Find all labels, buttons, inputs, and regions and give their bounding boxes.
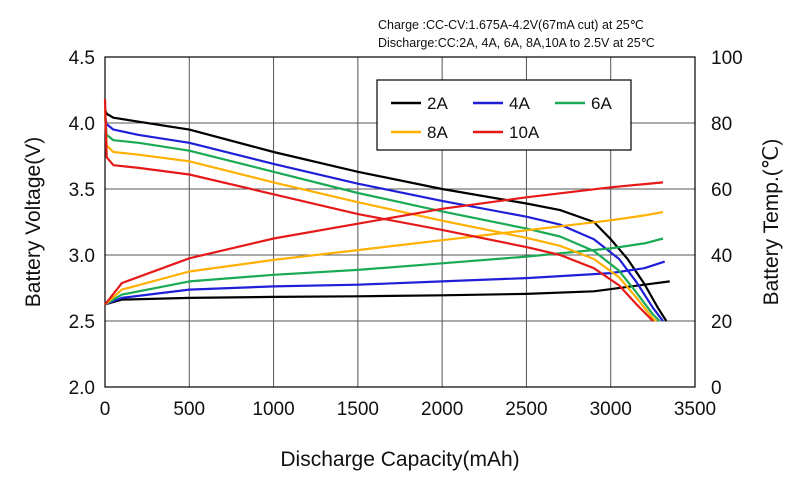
y-tick-label: 3.0	[69, 246, 95, 267]
legend-label-4A: 4A	[509, 94, 530, 113]
y-tick-label: 4.5	[69, 48, 95, 69]
y-tick-label: 2.5	[69, 312, 95, 333]
y-tick-label: 2.0	[69, 378, 95, 399]
temperature-line-2A	[104, 280, 670, 306]
y2-tick-label: 100	[711, 48, 743, 69]
x-tick-label: 3000	[590, 399, 632, 420]
temperature-line-8A	[104, 211, 664, 306]
x-tick-label: 500	[173, 399, 205, 420]
temperature-line-6A	[104, 237, 664, 306]
temperature-line-4A	[104, 260, 666, 306]
charge-condition-note: Charge :CC-CV:1.675A-4.2V(67mA cut) at 2…	[378, 18, 644, 32]
y-tick-label: 4.0	[69, 114, 95, 135]
x-tick-label: 2000	[421, 399, 463, 420]
legend-label-2A: 2A	[427, 94, 448, 113]
voltage-line-4A	[103, 116, 664, 322]
y2-tick-label: 20	[711, 312, 732, 333]
discharge-condition-note: Discharge:CC:2A, 4A, 6A, 8A,10A to 2.5V …	[378, 36, 655, 50]
x-tick-label: 3500	[674, 399, 716, 420]
x-tick-label: 1000	[252, 399, 294, 420]
y2-tick-label: 80	[711, 114, 732, 135]
y2-tick-label: 40	[711, 246, 732, 267]
legend-box	[376, 79, 632, 151]
y2-tick-label: 0	[711, 378, 722, 399]
temperature-line-10A	[104, 181, 664, 306]
x-axis-label: Discharge Capacity(mAh)	[280, 448, 519, 471]
legend-label-10A: 10A	[509, 123, 540, 142]
y-tick-label: 3.5	[69, 180, 95, 201]
voltage-line-6A	[103, 116, 661, 322]
voltage-line-8A	[103, 109, 657, 322]
y-axis-label: Battery Voltage(V)	[22, 137, 45, 307]
y2-axis-label: Battery Temp.(℃)	[760, 139, 783, 306]
legend-label-6A: 6A	[591, 94, 612, 113]
x-tick-label: 0	[100, 399, 111, 420]
voltage-line-2A	[103, 109, 668, 322]
legend-label-8A: 8A	[427, 123, 448, 142]
y2-tick-label: 60	[711, 180, 732, 201]
voltage-line-10A	[103, 99, 654, 322]
x-tick-label: 1500	[337, 399, 379, 420]
plot-frame	[104, 56, 696, 388]
x-tick-label: 2500	[505, 399, 547, 420]
